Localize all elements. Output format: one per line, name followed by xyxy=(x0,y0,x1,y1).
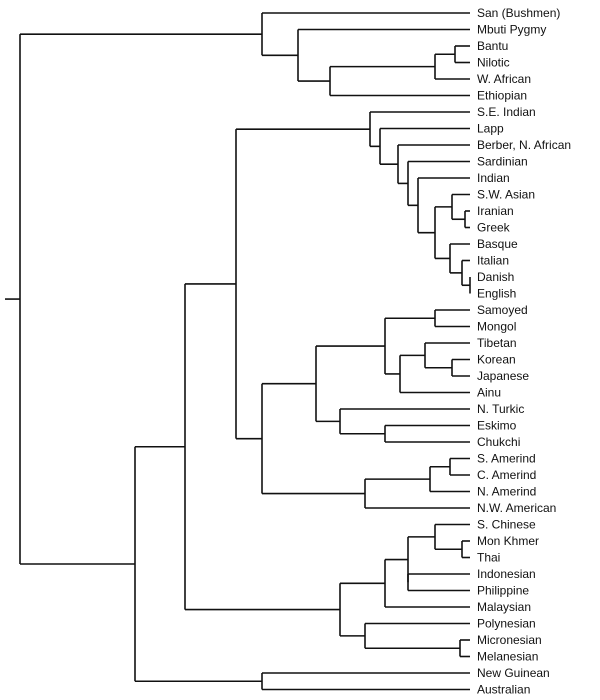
population-label: Indonesian xyxy=(477,567,536,581)
population-label: San (Bushmen) xyxy=(477,6,560,20)
population-label: Ainu xyxy=(477,386,501,400)
population-label: Iranian xyxy=(477,204,514,218)
population-label: S.W. Asian xyxy=(477,188,535,202)
population-label: Mongol xyxy=(477,320,516,334)
population-label: Mon Khmer xyxy=(477,534,539,548)
population-label: Thai xyxy=(477,551,500,565)
population-label: New Guinean xyxy=(477,666,550,680)
population-label: Greek xyxy=(477,221,511,235)
population-label: Samoyed xyxy=(477,303,528,317)
population-label: Polynesian xyxy=(477,617,536,631)
population-label: Italian xyxy=(477,254,509,268)
population-label: Philippine xyxy=(477,584,529,598)
population-label: N. Amerind xyxy=(477,485,536,499)
dendrogram-branches xyxy=(5,12,471,691)
population-label: C. Amerind xyxy=(477,468,536,482)
population-label: N. Turkic xyxy=(477,402,524,416)
population-label: S. Chinese xyxy=(477,518,536,532)
population-label: W. African xyxy=(477,72,531,86)
population-label: Ethiopian xyxy=(477,89,527,103)
population-label: Danish xyxy=(477,270,514,284)
population-label: Basque xyxy=(477,237,518,251)
population-label: Tibetan xyxy=(477,336,517,350)
population-label: Indian xyxy=(477,171,510,185)
population-label: Mbuti Pygmy xyxy=(477,23,546,37)
population-label: Nilotic xyxy=(477,56,510,70)
population-label: Chukchi xyxy=(477,435,520,449)
population-label: Korean xyxy=(477,353,516,367)
population-label: Melanesian xyxy=(477,650,538,664)
population-label: Australian xyxy=(477,683,530,697)
population-label: Bantu xyxy=(477,39,508,53)
population-label: English xyxy=(477,287,516,301)
population-label: Micronesian xyxy=(477,633,542,647)
population-label: N.W. American xyxy=(477,501,556,515)
population-label: S. Amerind xyxy=(477,452,536,466)
population-label: Eskimo xyxy=(477,419,517,433)
population-label: Lapp xyxy=(477,122,504,136)
population-label: Japanese xyxy=(477,369,529,383)
dendrogram-leaf-labels: San (Bushmen) Mbuti Pygmy Bantu Nilotic W. A… xyxy=(477,6,571,697)
population-label: Malaysian xyxy=(477,600,531,614)
population-label: Sardinian xyxy=(477,155,528,169)
population-label: S.E. Indian xyxy=(477,105,536,119)
population-label: Berber, N. African xyxy=(477,138,571,152)
